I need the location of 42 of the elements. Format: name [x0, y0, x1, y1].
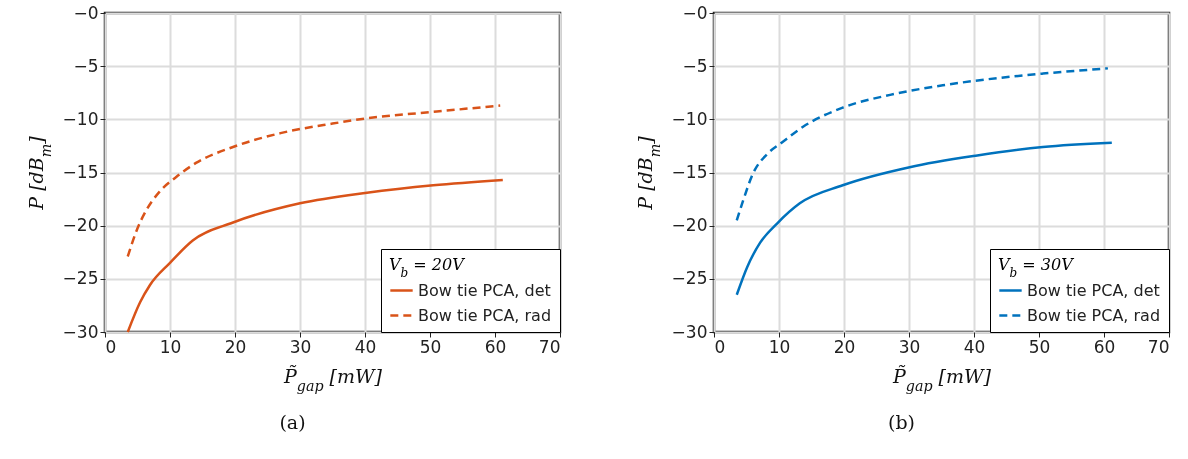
legend-title: V$_{b}$ = 20V: [389, 255, 466, 280]
x-tick-label: 40: [354, 336, 377, 357]
y-tick-label: −5: [73, 55, 99, 76]
y-tick-label: −25: [671, 268, 708, 289]
y-tick-label: −30: [671, 321, 708, 342]
y-tick-label: −5: [682, 55, 708, 76]
y-tick-label: −15: [62, 162, 99, 182]
y-tick-label: −20: [62, 215, 99, 236]
y-tick-label: −0: [73, 2, 99, 23]
text: (b): [888, 411, 915, 433]
line-series: [126, 104, 502, 258]
legend-label: Bow tie PCA, det: [418, 280, 551, 300]
x-tick-label: 20: [224, 336, 247, 357]
y-tick-label: −25: [62, 268, 99, 289]
y-tick-label: −20: [671, 215, 708, 236]
x-tick-label: 60: [1093, 336, 1116, 357]
x-tick-label: 60: [484, 336, 507, 357]
x-tick-label: 50: [1028, 336, 1051, 357]
x-tick-label: 0: [105, 336, 117, 357]
x-tick-label: 0: [714, 336, 726, 357]
legend-title: V$_{b}$ = 30V: [998, 255, 1075, 280]
x-tick-label: 30: [898, 336, 921, 357]
x-tick-label: 70: [1147, 336, 1170, 357]
y-tick-label: −30: [62, 321, 99, 342]
text: (a): [279, 411, 306, 433]
y-tick-label: −10: [671, 108, 708, 129]
x-tick-label: 20: [833, 336, 856, 357]
legend-label: Bow tie PCA, rad: [1027, 305, 1161, 325]
x-axis-title: P̃$_{gap}$ [mW]: [892, 364, 992, 394]
y-tick-label: −15: [671, 162, 708, 182]
x-axis-title: P̃$_{gap}$ [mW]: [283, 364, 383, 394]
legend-label: Bow tie PCA, rad: [418, 305, 552, 325]
y-tick-label: −10: [62, 108, 99, 129]
x-tick-label: 10: [159, 336, 182, 357]
x-tick-label: 50: [419, 336, 442, 357]
legend-label: Bow tie PCA, det: [1027, 280, 1160, 300]
x-tick-label: 70: [538, 336, 561, 357]
y-tick-label: −0: [682, 2, 708, 23]
line-series: [735, 67, 1110, 222]
x-tick-label: 10: [768, 336, 791, 357]
x-tick-label: 30: [289, 336, 312, 357]
x-tick-label: 40: [963, 336, 986, 357]
